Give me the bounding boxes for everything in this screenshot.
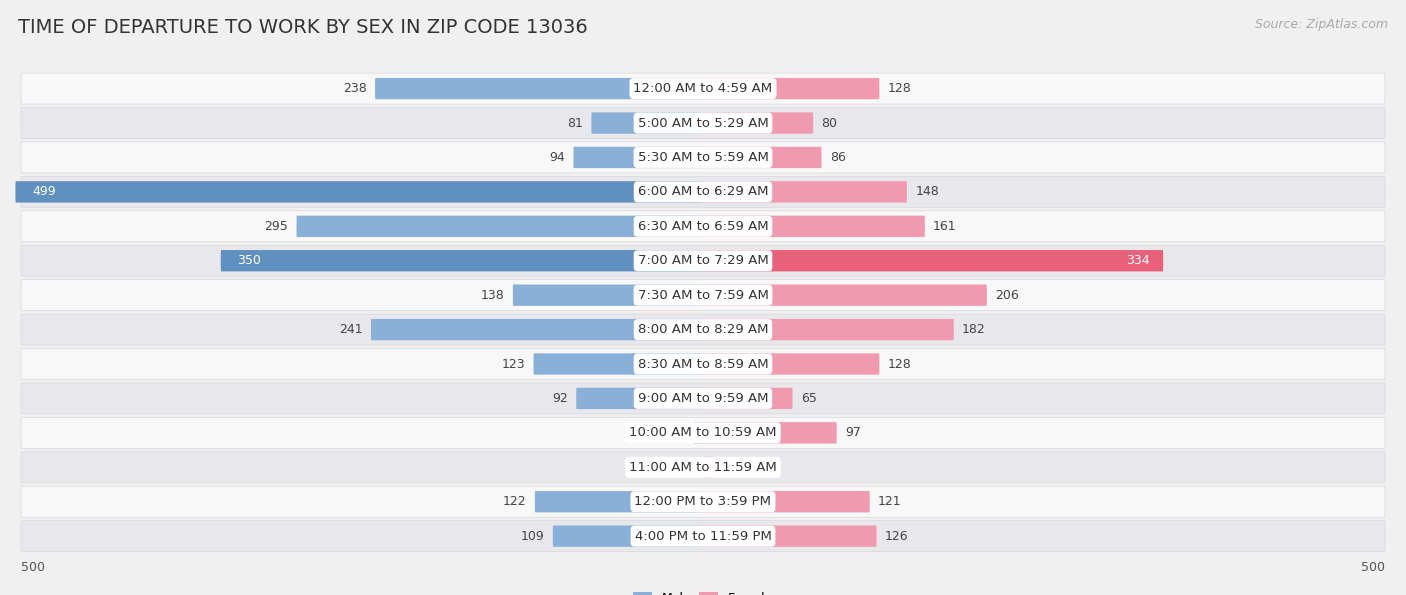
Text: 109: 109 <box>520 530 544 543</box>
Text: 6:00 AM to 6:29 AM: 6:00 AM to 6:29 AM <box>638 186 768 198</box>
FancyBboxPatch shape <box>703 525 876 547</box>
Text: 94: 94 <box>550 151 565 164</box>
FancyBboxPatch shape <box>21 521 1385 552</box>
Text: 161: 161 <box>934 220 956 233</box>
FancyBboxPatch shape <box>21 142 1385 173</box>
FancyBboxPatch shape <box>703 388 793 409</box>
Text: 12:00 AM to 4:59 AM: 12:00 AM to 4:59 AM <box>634 82 772 95</box>
FancyBboxPatch shape <box>533 353 703 375</box>
Text: 500: 500 <box>21 561 45 574</box>
FancyBboxPatch shape <box>703 319 953 340</box>
FancyBboxPatch shape <box>703 250 1163 271</box>
FancyBboxPatch shape <box>553 525 703 547</box>
Text: 5:30 AM to 5:59 AM: 5:30 AM to 5:59 AM <box>637 151 769 164</box>
FancyBboxPatch shape <box>21 452 1385 483</box>
FancyBboxPatch shape <box>703 147 821 168</box>
Text: 500: 500 <box>1361 561 1385 574</box>
FancyBboxPatch shape <box>576 388 703 409</box>
Text: 65: 65 <box>801 392 817 405</box>
Text: 6: 6 <box>720 461 727 474</box>
FancyBboxPatch shape <box>21 417 1385 449</box>
FancyBboxPatch shape <box>221 250 703 271</box>
Text: 4:00 PM to 11:59 PM: 4:00 PM to 11:59 PM <box>634 530 772 543</box>
Text: 8:00 AM to 8:29 AM: 8:00 AM to 8:29 AM <box>638 323 768 336</box>
Text: 182: 182 <box>962 323 986 336</box>
Legend: Male, Female: Male, Female <box>628 587 778 595</box>
Text: 81: 81 <box>567 117 583 130</box>
Text: 7:30 AM to 7:59 AM: 7:30 AM to 7:59 AM <box>637 289 769 302</box>
Text: 122: 122 <box>503 495 527 508</box>
Text: 121: 121 <box>877 495 901 508</box>
Text: 148: 148 <box>915 186 939 198</box>
Text: 241: 241 <box>339 323 363 336</box>
Text: 238: 238 <box>343 82 367 95</box>
Text: 7:00 AM to 7:29 AM: 7:00 AM to 7:29 AM <box>638 254 768 267</box>
Text: 499: 499 <box>32 186 56 198</box>
Text: 128: 128 <box>887 358 911 371</box>
FancyBboxPatch shape <box>21 314 1385 345</box>
FancyBboxPatch shape <box>703 456 711 478</box>
Text: 6:30 AM to 6:59 AM: 6:30 AM to 6:59 AM <box>638 220 768 233</box>
FancyBboxPatch shape <box>21 486 1385 517</box>
FancyBboxPatch shape <box>371 319 703 340</box>
FancyBboxPatch shape <box>297 215 703 237</box>
FancyBboxPatch shape <box>703 112 813 134</box>
FancyBboxPatch shape <box>703 78 879 99</box>
Text: 128: 128 <box>887 82 911 95</box>
Text: 11:00 AM to 11:59 AM: 11:00 AM to 11:59 AM <box>628 461 778 474</box>
Text: 97: 97 <box>845 427 860 439</box>
FancyBboxPatch shape <box>703 181 907 202</box>
Text: 0: 0 <box>686 461 695 474</box>
FancyBboxPatch shape <box>21 245 1385 276</box>
Text: 10:00 AM to 10:59 AM: 10:00 AM to 10:59 AM <box>630 427 776 439</box>
FancyBboxPatch shape <box>703 353 879 375</box>
FancyBboxPatch shape <box>703 491 870 512</box>
Text: 295: 295 <box>264 220 288 233</box>
FancyBboxPatch shape <box>703 422 837 443</box>
Text: 12:00 PM to 3:59 PM: 12:00 PM to 3:59 PM <box>634 495 772 508</box>
Text: 350: 350 <box>238 254 262 267</box>
Text: 86: 86 <box>830 151 845 164</box>
FancyBboxPatch shape <box>703 284 987 306</box>
FancyBboxPatch shape <box>21 383 1385 414</box>
Text: 334: 334 <box>1126 254 1150 267</box>
FancyBboxPatch shape <box>21 349 1385 380</box>
FancyBboxPatch shape <box>21 280 1385 311</box>
Text: 8:30 AM to 8:59 AM: 8:30 AM to 8:59 AM <box>638 358 768 371</box>
FancyBboxPatch shape <box>21 73 1385 104</box>
FancyBboxPatch shape <box>534 491 703 512</box>
FancyBboxPatch shape <box>703 215 925 237</box>
FancyBboxPatch shape <box>592 112 703 134</box>
Text: 138: 138 <box>481 289 505 302</box>
FancyBboxPatch shape <box>21 108 1385 139</box>
Text: Source: ZipAtlas.com: Source: ZipAtlas.com <box>1254 18 1388 31</box>
Text: 7: 7 <box>678 427 685 439</box>
Text: 80: 80 <box>821 117 838 130</box>
FancyBboxPatch shape <box>574 147 703 168</box>
Text: 92: 92 <box>553 392 568 405</box>
Text: 5:00 AM to 5:29 AM: 5:00 AM to 5:29 AM <box>638 117 768 130</box>
FancyBboxPatch shape <box>15 181 703 202</box>
Text: 126: 126 <box>884 530 908 543</box>
Text: 9:00 AM to 9:59 AM: 9:00 AM to 9:59 AM <box>638 392 768 405</box>
FancyBboxPatch shape <box>375 78 703 99</box>
Text: TIME OF DEPARTURE TO WORK BY SEX IN ZIP CODE 13036: TIME OF DEPARTURE TO WORK BY SEX IN ZIP … <box>18 18 588 37</box>
Text: 123: 123 <box>502 358 526 371</box>
FancyBboxPatch shape <box>513 284 703 306</box>
FancyBboxPatch shape <box>21 211 1385 242</box>
Text: 206: 206 <box>995 289 1019 302</box>
FancyBboxPatch shape <box>693 422 703 443</box>
FancyBboxPatch shape <box>21 176 1385 208</box>
